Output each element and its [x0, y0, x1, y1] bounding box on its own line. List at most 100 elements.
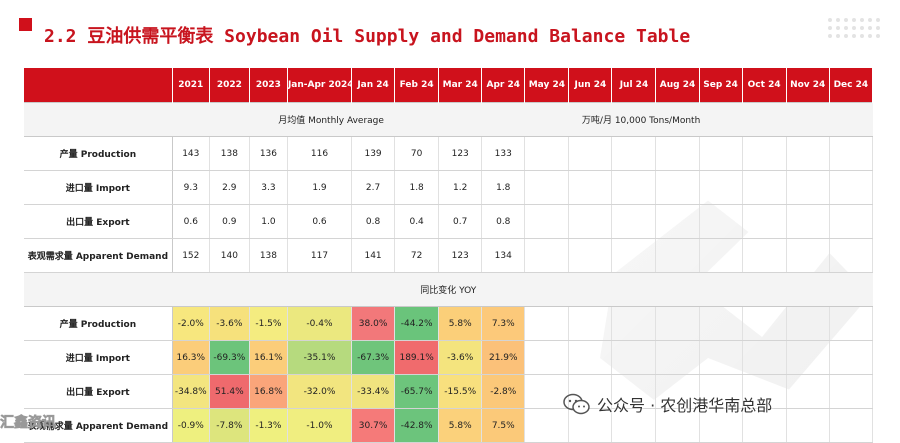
table-cell — [568, 408, 613, 443]
table-cell — [699, 170, 743, 205]
table-cell: 1.0 — [249, 204, 288, 239]
table-cell — [524, 306, 570, 341]
table-cell: 116 — [287, 136, 353, 171]
table-row: 产量 Production 143 138 136 116 139 70 123 133 — [24, 136, 874, 171]
unit-label: 万吨/月 10,000 Tons/Month — [581, 116, 701, 126]
table-cell — [742, 408, 787, 443]
table-cell: 5.8% — [438, 408, 483, 443]
table-cell: 51.4% — [209, 374, 250, 409]
table-cell — [786, 374, 830, 409]
table-cell: -15.5% — [438, 374, 483, 409]
table-cell: -35.1% — [287, 340, 353, 375]
table-cell — [829, 170, 874, 205]
table-cell: 1.9 — [287, 170, 353, 205]
table-cell: 2.7 — [351, 170, 396, 205]
table-cell — [699, 374, 743, 409]
table-cell — [524, 136, 570, 171]
table-cell: 138 — [209, 136, 250, 171]
table-row: 出口量 Export 0.6 0.9 1.0 0.6 0.8 0.4 0.7 0.8 — [24, 204, 874, 239]
table-cell — [786, 238, 830, 273]
table-cell: 139 — [351, 136, 396, 171]
table-cell: -7.8% — [209, 408, 250, 443]
table-cell: -1.3% — [249, 408, 288, 443]
table-cell — [568, 170, 613, 205]
table-cell: -34.8% — [172, 374, 210, 409]
table-cell: -2.8% — [481, 374, 526, 409]
column-header: 2023 — [249, 68, 288, 103]
table-cell — [829, 238, 874, 273]
table-cell: -32.0% — [287, 374, 353, 409]
table-cell: 30.7% — [351, 408, 396, 443]
table-cell — [655, 204, 700, 239]
table-row: 出口量 Export -34.8% 51.4% 16.8% -32.0% -33.4% -6… — [24, 374, 874, 409]
title-accent-square — [19, 18, 32, 31]
table-row: 进口量 Import 16.3% -69.3% 16.1% -35.1% -67.3% 18… — [24, 340, 874, 375]
table-cell: 9.3 — [172, 170, 210, 205]
table-cell — [699, 408, 743, 443]
table-cell: 16.1% — [249, 340, 288, 375]
table-cell — [568, 306, 613, 341]
table-cell — [568, 204, 613, 239]
row-label: 产量 Production — [24, 306, 173, 341]
row-label: 表观需求量 Apparent Demand — [24, 238, 173, 273]
table-cell — [611, 374, 657, 409]
table-cell — [699, 136, 743, 171]
table-cell: -33.4% — [351, 374, 396, 409]
table-cell: -2.0% — [172, 306, 210, 341]
column-header: Jul 24 — [611, 68, 657, 103]
table-cell — [655, 170, 700, 205]
column-header: Mar 24 — [438, 68, 483, 103]
table-cell: -3.6% — [438, 340, 483, 375]
table-cell — [524, 238, 570, 273]
table-cell — [655, 340, 700, 375]
row-label: 出口量 Export — [24, 374, 173, 409]
table-cell — [786, 204, 830, 239]
table-row: 表观需求量 Apparent Demand -0.9% -7.8% -1.3% -1.0… — [24, 408, 874, 443]
table-cell: 152 — [172, 238, 210, 273]
table-cell: 3.3 — [249, 170, 288, 205]
table-cell — [655, 306, 700, 341]
table-cell — [742, 306, 787, 341]
column-header: Feb 24 — [394, 68, 440, 103]
table-cell: 16.8% — [249, 374, 288, 409]
table-header-row: 2021 2022 2023 Jan-Apr 2024 Jan 24 Feb 24 Mar … — [24, 68, 874, 103]
yoy-section-row: 同比变化 YOY — [24, 272, 873, 307]
table-cell — [829, 204, 874, 239]
table-cell — [742, 238, 787, 273]
table-cell: 2.9 — [209, 170, 250, 205]
table-cell: 1.8 — [394, 170, 440, 205]
table-cell — [699, 238, 743, 273]
table-cell — [699, 340, 743, 375]
table-cell: -69.3% — [209, 340, 250, 375]
table-cell — [699, 306, 743, 341]
table-cell: -3.6% — [209, 306, 250, 341]
table-cell: 0.6 — [287, 204, 353, 239]
table-cell: -65.7% — [394, 374, 440, 409]
table-cell: 21.9% — [481, 340, 526, 375]
table-cell: -44.2% — [394, 306, 440, 341]
table-cell: 123 — [438, 136, 483, 171]
table-cell — [829, 306, 874, 341]
table-cell — [524, 340, 570, 375]
table-cell — [524, 204, 570, 239]
column-header: Jun 24 — [568, 68, 613, 103]
table-row: 产量 Production -2.0% -3.6% -1.5% -0.4% 38.0% -4… — [24, 306, 874, 341]
table-cell: 141 — [351, 238, 396, 273]
column-header: 2022 — [209, 68, 250, 103]
table-cell — [829, 136, 874, 171]
table-cell: 189.1% — [394, 340, 440, 375]
table-cell: -0.4% — [287, 306, 353, 341]
table-cell — [568, 340, 613, 375]
column-header: Nov 24 — [786, 68, 830, 103]
monthly-average-row-label: 月均值 Monthly Average — [278, 116, 384, 126]
table-cell: 38.0% — [351, 306, 396, 341]
column-header: Dec 24 — [829, 68, 874, 103]
balance-table: 2021 2022 2023 Jan-Apr 2024 Jan 24 Feb 24 Mar … — [24, 68, 874, 443]
table-row: 进口量 Import 9.3 2.9 3.3 1.9 2.7 1.8 1.2 1.8 — [24, 170, 874, 205]
table-cell: 70 — [394, 136, 440, 171]
monthly-average-row: 月均值 Monthly Average 万吨/月 10,000 Tons/Mont… — [24, 102, 873, 137]
table-cell — [829, 374, 874, 409]
table-cell — [742, 170, 787, 205]
table-row: 表观需求量 Apparent Demand 152 140 138 117 141 72 12… — [24, 238, 874, 273]
table-cell — [568, 238, 613, 273]
